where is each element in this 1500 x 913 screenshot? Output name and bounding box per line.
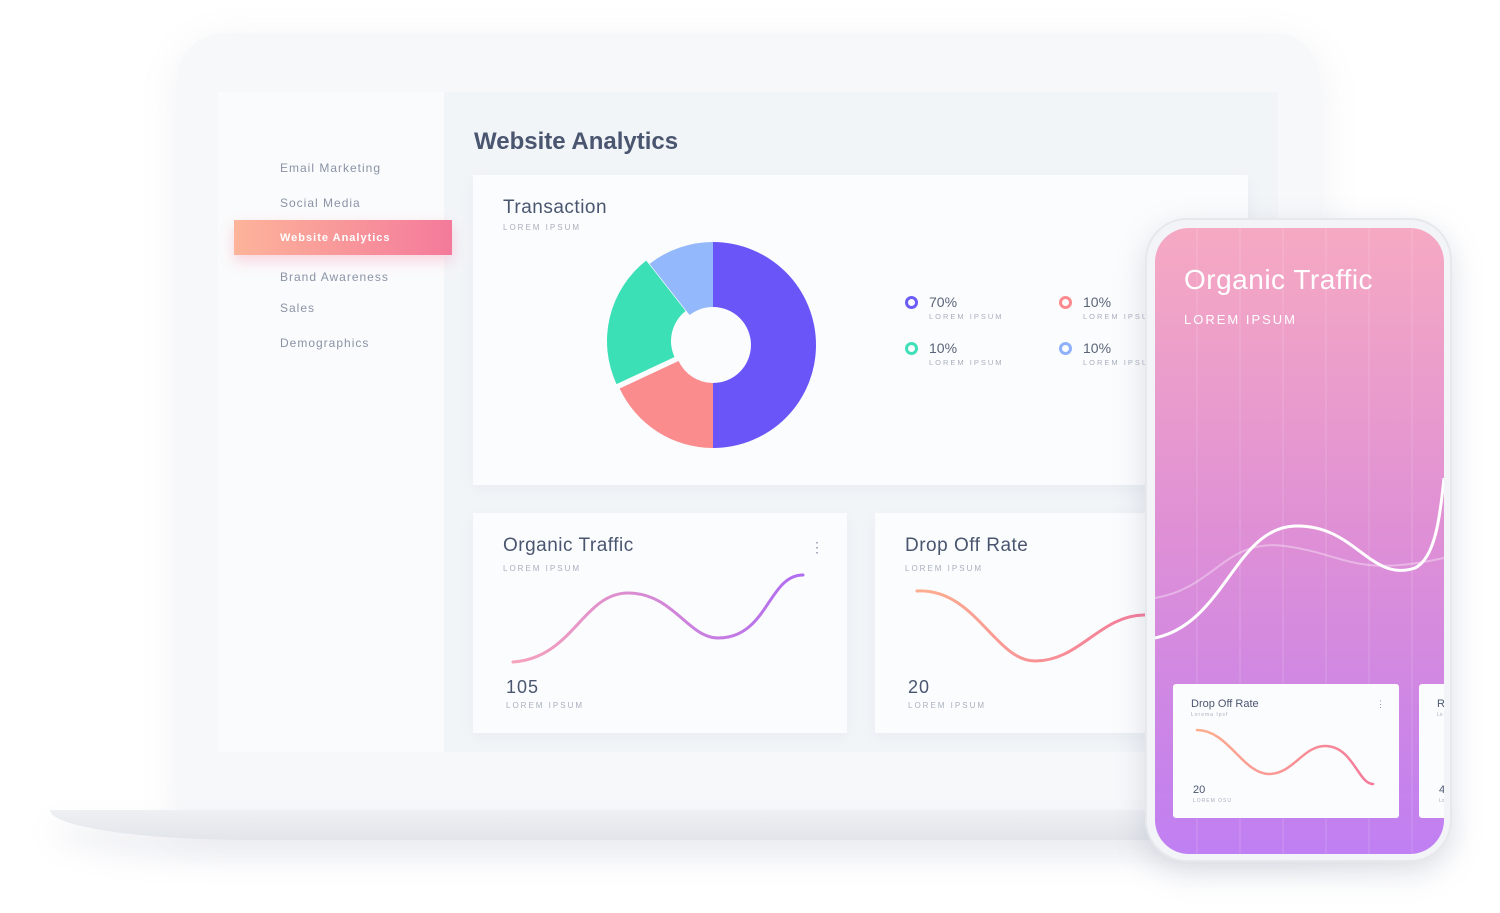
card-title: Transaction bbox=[503, 197, 608, 218]
metric-value: 20 bbox=[1193, 784, 1206, 796]
ring-icon bbox=[905, 296, 918, 309]
line-series bbox=[1155, 477, 1444, 640]
page-title: Website Analytics bbox=[474, 128, 679, 155]
ring-icon bbox=[1059, 342, 1072, 355]
phone-card-partial: R Lo 4 Lo bbox=[1419, 684, 1444, 818]
metric-label: Lo bbox=[1439, 798, 1444, 804]
card-title: Drop Off Rate bbox=[905, 535, 1029, 556]
phone-screen: Organic Traffic LOREM IPSUM Drop Off Rat… bbox=[1155, 228, 1444, 854]
sidebar-item-sales[interactable]: Sales bbox=[280, 301, 316, 315]
line-series bbox=[915, 589, 1147, 663]
dropoff-line-chart bbox=[915, 589, 1147, 663]
ring-icon bbox=[905, 342, 918, 355]
legend-label: LOREM IPSUM bbox=[1083, 312, 1158, 321]
legend-pct: 70% bbox=[929, 294, 958, 310]
ring-icon bbox=[1059, 296, 1072, 309]
donut-chart bbox=[607, 242, 816, 448]
organic-traffic-card: Organic Traffic LOREM IPSUM ⋮ 105 LOREM … bbox=[473, 513, 847, 733]
organic-line-chart bbox=[511, 573, 805, 664]
phone-dropoff-line-chart bbox=[1195, 728, 1375, 786]
laptop-screen: Email Marketing Social Media Website Ana… bbox=[218, 92, 1278, 752]
card-subtitle: LOREM IPSUM bbox=[503, 564, 582, 573]
donut-segment-green[interactable] bbox=[607, 260, 686, 385]
donut-segment-blue[interactable] bbox=[649, 242, 713, 316]
sidebar-item-demographics[interactable]: Demographics bbox=[280, 336, 370, 350]
sidebar-item-brand-awareness[interactable]: Brand Awareness bbox=[280, 270, 389, 284]
card-subtitle: LOREM IPSUM bbox=[905, 564, 984, 573]
transaction-card: Transaction LOREM IPSUM 70% LOREM IPSUM 1… bbox=[473, 175, 1248, 485]
sidebar: Email Marketing Social Media Website Ana… bbox=[218, 92, 452, 752]
phone-subtitle: LOREM IPSUM bbox=[1184, 312, 1298, 327]
legend-pct: 10% bbox=[929, 340, 958, 356]
phone-drop-off-card: Drop Off Rate Lorema Ipsf ⋮ 20 LOREM OSU bbox=[1173, 684, 1399, 818]
legend-label: LOREM IPSUM bbox=[929, 358, 1004, 367]
legend-label: LOREM IPSUM bbox=[1083, 358, 1158, 367]
metric-label: LOREM OSU bbox=[1193, 798, 1233, 804]
metric-label: LOREM IPSUM bbox=[908, 701, 987, 710]
card-subtitle: Lo bbox=[1437, 712, 1443, 718]
donut-segment-pink[interactable] bbox=[619, 361, 713, 448]
legend-pct: 10% bbox=[1083, 294, 1112, 310]
metric-value: 105 bbox=[506, 677, 540, 697]
sidebar-item-social-media[interactable]: Social Media bbox=[280, 196, 361, 210]
line-series bbox=[511, 573, 805, 664]
phone-background-chart bbox=[1155, 228, 1444, 854]
sidebar-item-email-marketing[interactable]: Email Marketing bbox=[280, 161, 382, 175]
more-menu-icon[interactable]: ⋮ bbox=[810, 539, 824, 555]
metric-label: LOREM IPSUM bbox=[506, 701, 585, 710]
phone-title: Organic Traffic bbox=[1184, 264, 1374, 295]
phone-frame: Organic Traffic LOREM IPSUM Drop Off Rat… bbox=[1145, 218, 1452, 862]
sidebar-item-website-analytics[interactable]: Website Analytics bbox=[234, 220, 452, 255]
card-title: Drop Off Rate bbox=[1191, 698, 1259, 710]
card-title: R bbox=[1437, 698, 1444, 710]
card-title: Organic Traffic bbox=[503, 535, 634, 556]
metric-value: 20 bbox=[908, 677, 931, 697]
legend-label: LOREM IPSUM bbox=[929, 312, 1004, 321]
metric-value: 4 bbox=[1439, 784, 1444, 796]
legend-pct: 10% bbox=[1083, 340, 1112, 356]
card-subtitle: LOREM IPSUM bbox=[503, 223, 582, 232]
card-subtitle: Lorema Ipsf bbox=[1191, 712, 1229, 718]
donut-segment-purple[interactable] bbox=[713, 242, 816, 448]
more-menu-icon[interactable]: ⋮ bbox=[1376, 699, 1385, 709]
